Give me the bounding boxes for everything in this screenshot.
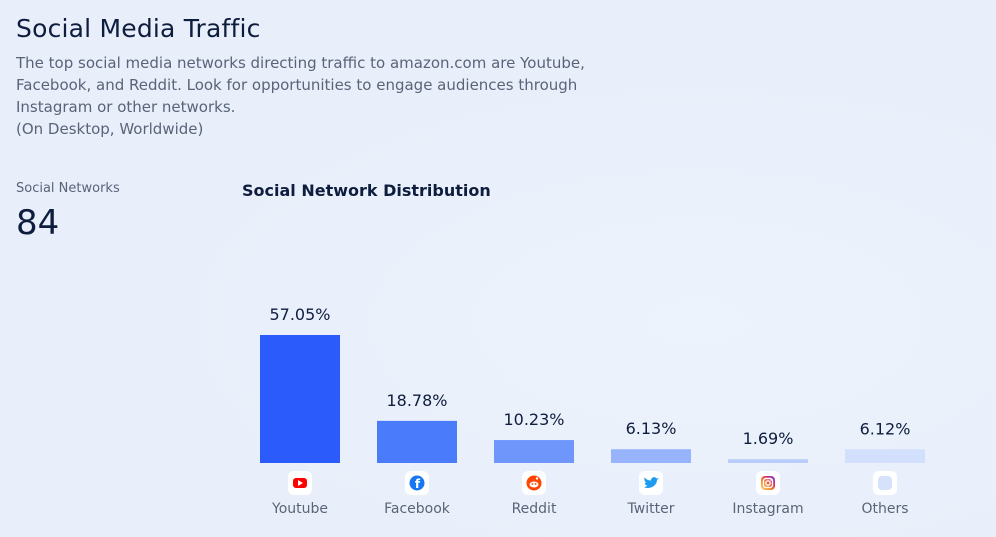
social-distribution-chart: 57.05% Youtube 18.78% f Facebook 10.23% Reddit… [260,305,925,517]
category-icon-group [522,471,546,495]
social-networks-count: 84 [16,203,60,243]
page-title: Social Media Traffic [16,14,261,43]
category-label: Others [861,501,908,517]
page-description: The top social media networks directing … [16,52,596,140]
description-line: Instagram or other networks. [16,98,236,116]
bar-instagram [728,459,808,463]
description-line: Facebook, and Reddit. Look for opportuni… [16,76,578,94]
category-icon-group [873,471,897,495]
youtube-icon [293,478,307,488]
category-label: Instagram [732,501,803,517]
twitter-icon [644,477,659,489]
category-icon-group [288,471,312,495]
category-label: Facebook [384,501,451,517]
svg-text:f: f [415,477,421,491]
bar-facebook [377,420,457,463]
social-networks-label: Social Networks [16,181,120,196]
bar-value-label: 1.69% [743,429,794,448]
reddit-icon [526,475,542,491]
bar-twitter [611,449,691,463]
description-scope: (On Desktop, Worldwide) [16,120,204,138]
category-icon-group [639,471,663,495]
instagram-icon [761,476,775,490]
category-icon-group: f [405,471,429,495]
bar-others [845,449,925,463]
category-label: Reddit [512,501,557,517]
bar-reddit [494,440,574,463]
bar-value-label: 6.12% [860,419,911,438]
bar-value-label: 57.05% [269,305,330,324]
category-icon-group [756,471,780,495]
bar-value-label: 18.78% [386,391,447,410]
category-label: Twitter [627,501,675,517]
chart-title: Social Network Distribution [242,181,491,200]
bar-youtube [260,335,340,463]
bar-value-label: 6.13% [626,419,677,438]
description-line: The top social media networks directing … [16,54,585,72]
bar-value-label: 10.23% [503,410,564,429]
others-icon [878,476,892,490]
category-label: Youtube [271,501,328,517]
facebook-icon: f [409,475,425,491]
